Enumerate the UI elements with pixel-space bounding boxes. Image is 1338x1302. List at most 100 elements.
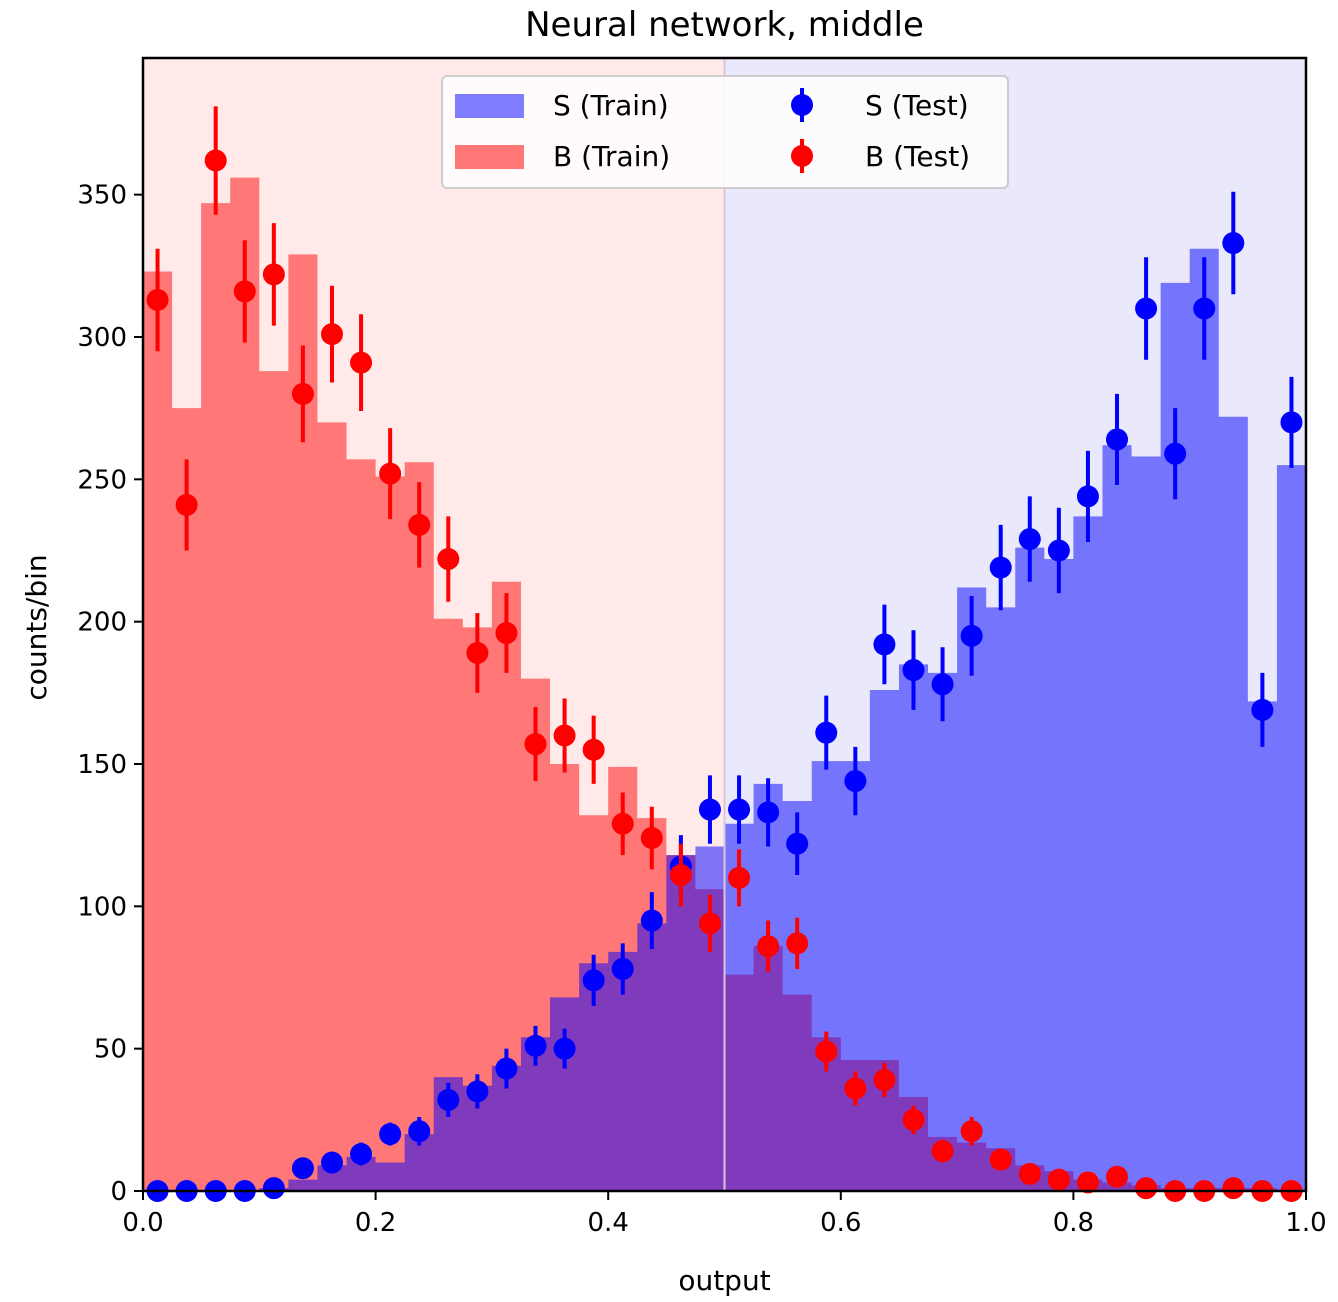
s-test-point xyxy=(611,957,634,980)
chart-title: Neural network, middle xyxy=(525,5,924,45)
s-test-point xyxy=(320,1151,343,1174)
b-test-point xyxy=(873,1068,896,1091)
s-test-point xyxy=(698,798,721,821)
legend-swatch-b-train xyxy=(455,145,524,169)
b-test-point xyxy=(291,382,314,405)
legend-label-b-train: B (Train) xyxy=(553,140,670,173)
legend: S (Train) S (Test) B (Train) B (Test) xyxy=(441,75,1009,189)
b-test-point xyxy=(1076,1171,1099,1194)
legend-swatch-s-train xyxy=(455,94,524,118)
s-test-point xyxy=(1076,485,1099,508)
x-axis-label: output xyxy=(678,1264,770,1297)
b-test-point xyxy=(611,812,634,835)
s-test-point xyxy=(873,633,896,656)
s-test-point xyxy=(786,832,809,855)
x-tick-label: 0.0 xyxy=(122,1208,163,1238)
s-test-point xyxy=(1222,232,1245,255)
s-test-point xyxy=(1018,528,1041,551)
b-test-point xyxy=(233,280,256,303)
b-test-point xyxy=(466,641,489,664)
y-axis-label: counts/bin xyxy=(20,554,53,700)
y-tick-label: 0 xyxy=(110,1177,127,1207)
s-test-point xyxy=(582,969,605,992)
x-tick-label: 0.8 xyxy=(1053,1208,1094,1238)
s-test-point xyxy=(844,770,867,793)
s-test-point xyxy=(1135,297,1158,320)
s-test-point xyxy=(728,798,751,821)
y-tick-label: 350 xyxy=(77,181,127,211)
s-test-point xyxy=(466,1080,489,1103)
b-test-point xyxy=(146,288,169,311)
b-test-point xyxy=(1018,1162,1041,1185)
b-test-point xyxy=(902,1108,925,1131)
y-tick-label: 200 xyxy=(77,608,127,638)
legend-marker-b-test xyxy=(791,145,813,167)
b-train-histogram xyxy=(143,177,1306,1192)
b-test-point xyxy=(669,864,692,887)
y-axis-ticks: 0 50 100 150 200 250 300 350 xyxy=(77,181,143,1207)
b-test-point xyxy=(1106,1165,1129,1188)
s-test-point xyxy=(379,1123,402,1146)
s-test-point xyxy=(815,721,838,744)
b-test-point xyxy=(437,548,460,571)
y-tick-label: 50 xyxy=(94,1035,127,1065)
b-test-point xyxy=(524,733,547,756)
b-test-point xyxy=(728,866,751,889)
s-test-point xyxy=(495,1057,518,1080)
s-test-point xyxy=(931,673,954,696)
b-test-point xyxy=(786,932,809,955)
y-tick-label: 100 xyxy=(77,892,127,922)
b-test-point xyxy=(320,323,343,346)
b-test-point xyxy=(931,1140,954,1163)
b-test-point xyxy=(1047,1168,1070,1191)
b-test-point xyxy=(815,1040,838,1063)
b-test-point xyxy=(989,1148,1012,1171)
s-test-point xyxy=(291,1157,314,1180)
s-test-point xyxy=(350,1142,373,1165)
b-test-point xyxy=(1222,1177,1245,1200)
b-test-point xyxy=(379,462,402,485)
b-test-point xyxy=(495,622,518,645)
x-axis-ticks: 0.0 0.2 0.4 0.6 0.8 1.0 xyxy=(122,1191,1327,1238)
legend-box xyxy=(441,75,1009,189)
x-tick-label: 1.0 xyxy=(1285,1208,1326,1238)
legend-label-s-test: S (Test) xyxy=(865,89,969,122)
s-test-point xyxy=(960,624,983,647)
s-test-point xyxy=(1193,297,1216,320)
b-train-bars xyxy=(143,177,1306,1192)
b-test-point xyxy=(640,827,663,850)
b-test-point xyxy=(1135,1177,1158,1200)
s-test-point xyxy=(524,1034,547,1057)
b-test-point xyxy=(204,149,227,172)
s-train-bars xyxy=(143,248,1306,1192)
b-test-point xyxy=(262,263,285,286)
b-test-point xyxy=(844,1077,867,1100)
s-test-point xyxy=(1106,428,1129,451)
s-test-point xyxy=(408,1120,431,1143)
s-test-point xyxy=(1164,442,1187,465)
s-test-point xyxy=(640,909,663,932)
b-test-point xyxy=(175,493,198,516)
legend-label-s-train: S (Train) xyxy=(553,89,669,122)
b-test-point xyxy=(408,513,431,536)
s-test-point xyxy=(1280,411,1303,434)
x-tick-label: 0.6 xyxy=(820,1208,861,1238)
b-test-points xyxy=(146,106,1303,1202)
y-tick-label: 300 xyxy=(77,323,127,353)
b-test-point xyxy=(553,724,576,747)
b-test-point xyxy=(350,351,373,374)
plot-frame xyxy=(141,56,1308,1193)
y-tick-label: 150 xyxy=(77,750,127,780)
s-test-point xyxy=(902,659,925,682)
b-test-point xyxy=(960,1120,983,1143)
y-tick-label: 250 xyxy=(77,465,127,495)
s-test-point xyxy=(1251,698,1274,721)
legend-marker-s-test xyxy=(791,94,813,116)
s-test-point xyxy=(1047,539,1070,562)
b-test-point xyxy=(582,738,605,761)
x-tick-label: 0.4 xyxy=(588,1208,629,1238)
s-test-point xyxy=(757,801,780,824)
s-test-point xyxy=(437,1088,460,1111)
legend-label-b-test: B (Test) xyxy=(865,140,970,173)
